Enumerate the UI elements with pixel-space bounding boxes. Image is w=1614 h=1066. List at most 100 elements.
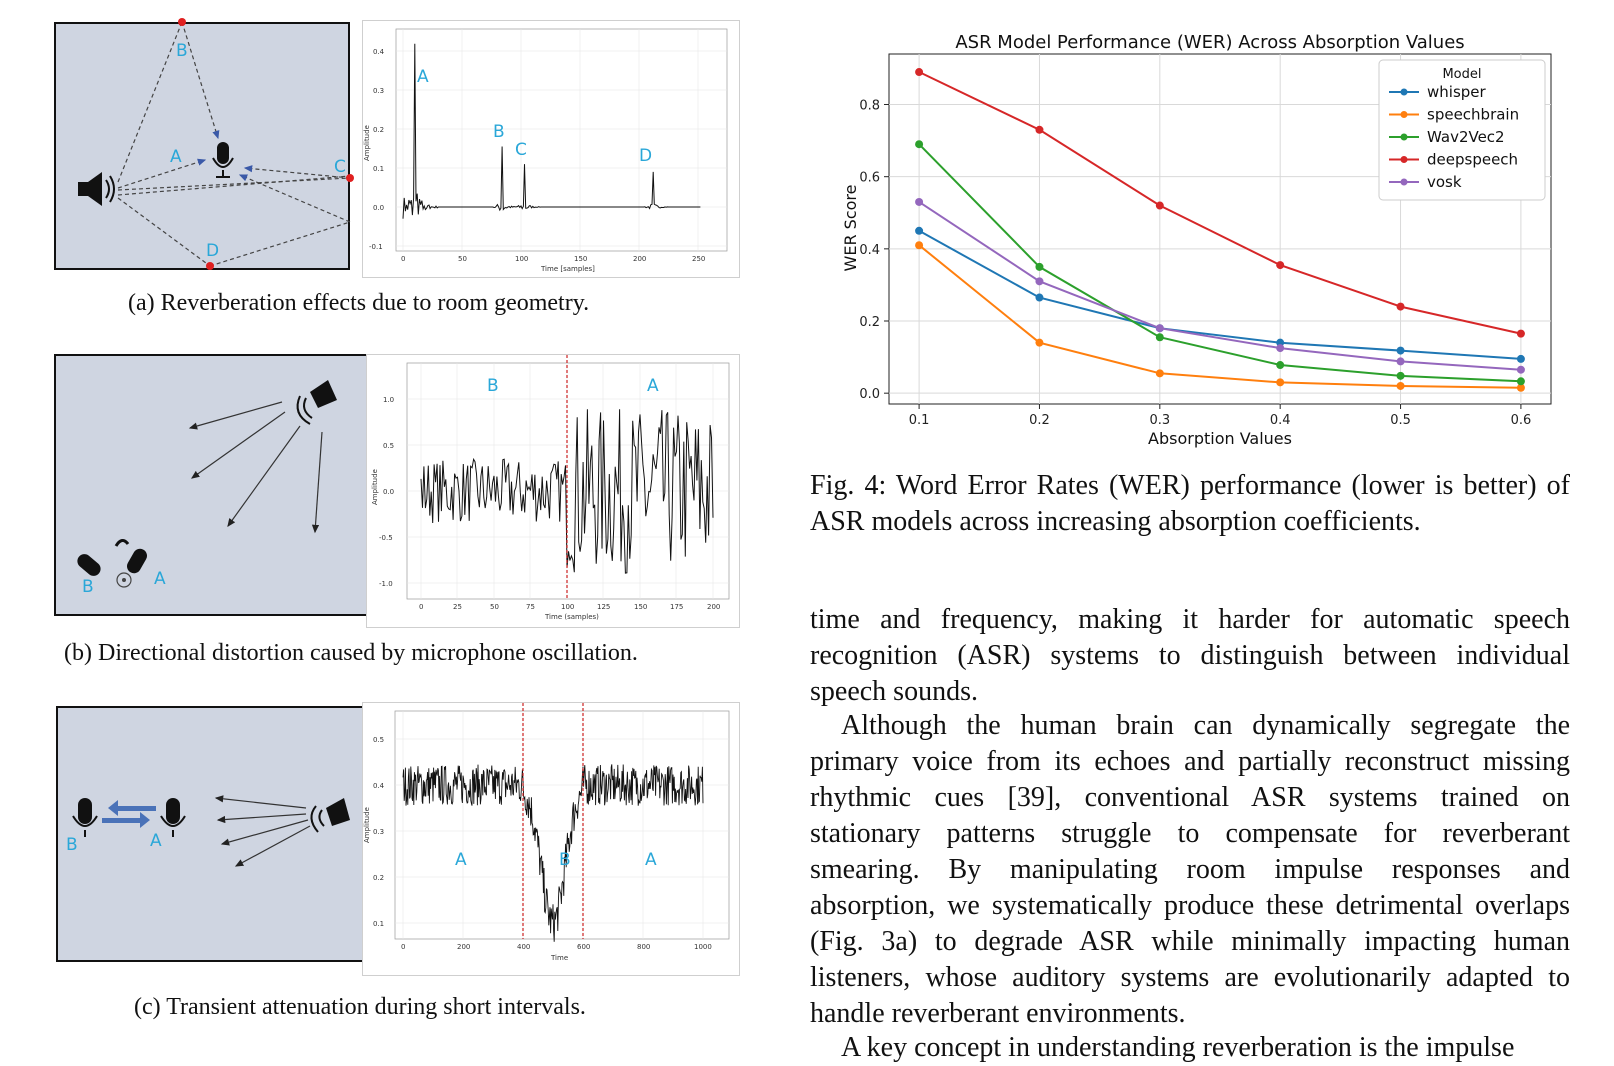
legend-entry-vosk: vosk bbox=[1427, 173, 1462, 191]
svg-text:0.5: 0.5 bbox=[373, 736, 384, 744]
data-point-speechbrain bbox=[1516, 383, 1525, 392]
directional-distortion-plot-b: 1.0 0.5 0.0 -0.5 -1.0 0 25 50 75 100 125… bbox=[366, 354, 740, 628]
body-paragraph-3: A key concept in understanding reverbera… bbox=[841, 1032, 1515, 1063]
data-point-speechbrain bbox=[1396, 381, 1405, 390]
impulse-response-plot-a: 0.4 0.3 0.2 0.1 0.0 -0.1 0 50 100 150 20… bbox=[362, 20, 740, 278]
legend-entry-whisper: whisper bbox=[1427, 83, 1487, 101]
x-tick-label: 0.3 bbox=[1149, 413, 1170, 428]
svg-text:B: B bbox=[559, 850, 571, 870]
data-point-wav2vec2 bbox=[915, 140, 924, 149]
y-tick-label: 0.0 bbox=[859, 387, 880, 402]
speaker-icon bbox=[296, 380, 337, 425]
y-tick-label: 0.6 bbox=[859, 171, 880, 186]
data-point-deepspeech bbox=[915, 68, 924, 77]
transient-attenuation-plot-c: 0.5 0.4 0.3 0.2 0.1 0 200 400 600 800 10… bbox=[362, 702, 740, 976]
room-b-label-a: A bbox=[154, 569, 166, 589]
data-point-whisper bbox=[1516, 354, 1525, 363]
room-a-label-c: C bbox=[334, 157, 346, 177]
svg-text:100: 100 bbox=[561, 603, 574, 611]
series-line-speechbrain bbox=[918, 244, 1521, 389]
plot-b-xlabel: Time (samples) bbox=[544, 613, 599, 621]
svg-text:A: A bbox=[455, 850, 467, 870]
legend-title: Model bbox=[1442, 67, 1481, 82]
room-b-label-b: B bbox=[82, 577, 94, 597]
svg-text:1.0: 1.0 bbox=[383, 396, 394, 404]
room-c-overlay: B A bbox=[66, 795, 350, 867]
svg-text:200: 200 bbox=[457, 943, 470, 951]
svg-text:50: 50 bbox=[490, 603, 499, 611]
room-c-label-a: A bbox=[150, 831, 162, 851]
plot-a-xlabel: Time [samples] bbox=[540, 265, 595, 273]
room-a-label-b: B bbox=[176, 41, 188, 61]
caption-b: (b) Directional distortion caused by mic… bbox=[64, 640, 638, 666]
caption-a: (a) Reverberation effects due to room ge… bbox=[128, 290, 590, 316]
plot-a-ylabel: Amplitude bbox=[363, 125, 371, 161]
svg-text:600: 600 bbox=[577, 943, 590, 951]
room-diagram-a bbox=[54, 22, 350, 270]
svg-text:100: 100 bbox=[515, 255, 528, 263]
data-point-speechbrain bbox=[1035, 338, 1044, 347]
chart-legend: Model whisper speechbrain Wav2Vec2 deepspee… bbox=[1378, 59, 1546, 201]
data-point-vosk bbox=[915, 197, 924, 206]
data-point-wav2vec2 bbox=[1396, 371, 1405, 380]
body-paragraph-1: time and frequency, making it harder for… bbox=[810, 604, 1570, 707]
svg-text:0.3: 0.3 bbox=[373, 87, 384, 95]
legend-marker bbox=[1400, 156, 1408, 163]
svg-text:A: A bbox=[645, 850, 657, 870]
svg-text:0: 0 bbox=[401, 255, 405, 263]
legend-marker bbox=[1400, 133, 1408, 141]
data-point-deepspeech bbox=[1396, 302, 1405, 311]
data-point-vosk bbox=[1276, 344, 1285, 353]
data-point-wav2vec2 bbox=[1516, 377, 1525, 386]
svg-text:200: 200 bbox=[633, 255, 646, 263]
y-tick-label: 0.4 bbox=[859, 243, 880, 258]
caption-c: (c) Transient attenuation during short i… bbox=[134, 994, 586, 1020]
data-point-deepspeech bbox=[1276, 261, 1285, 270]
svg-text:0.3: 0.3 bbox=[373, 828, 384, 836]
data-point-speechbrain bbox=[1155, 369, 1164, 378]
y-tick-label: 0.2 bbox=[859, 315, 880, 330]
svg-text:-1.0: -1.0 bbox=[379, 580, 393, 588]
legend-marker bbox=[1400, 88, 1408, 96]
svg-text:25: 25 bbox=[453, 603, 462, 611]
wer-line-chart: ASR Model Performance (WER) Across Absor… bbox=[841, 32, 1552, 448]
fig4-caption: Fig. 4: Word Error Rates (WER) performan… bbox=[810, 470, 1570, 537]
svg-text:400: 400 bbox=[517, 943, 530, 951]
data-point-vosk bbox=[1155, 324, 1164, 333]
svg-text:0.1: 0.1 bbox=[373, 165, 384, 173]
data-point-whisper bbox=[915, 226, 924, 235]
x-tick-label: 0.6 bbox=[1511, 413, 1532, 428]
legend-entry-speechbrain: speechbrain bbox=[1427, 106, 1519, 124]
svg-text:800: 800 bbox=[637, 943, 650, 951]
room-c-label-b: B bbox=[66, 835, 78, 855]
svg-text:0: 0 bbox=[401, 943, 405, 951]
y-tick-label: 0.8 bbox=[859, 99, 880, 114]
data-point-whisper bbox=[1035, 293, 1044, 302]
legend-marker bbox=[1400, 178, 1408, 186]
plot-b-ylabel: Amplitude bbox=[371, 469, 379, 505]
data-point-deepspeech bbox=[1155, 201, 1164, 210]
plot-area bbox=[888, 53, 1552, 405]
room-a-overlay: B A C D bbox=[78, 18, 354, 270]
svg-text:50: 50 bbox=[458, 255, 467, 263]
svg-text:0: 0 bbox=[419, 603, 423, 611]
x-tick-label: 0.2 bbox=[1029, 413, 1050, 428]
data-point-vosk bbox=[1396, 357, 1405, 366]
svg-text:B: B bbox=[493, 122, 505, 142]
speaker-icon bbox=[310, 798, 350, 833]
svg-text:C: C bbox=[515, 140, 527, 160]
data-point-speechbrain bbox=[1276, 378, 1285, 387]
legend-entry-wav2vec2: Wav2Vec2 bbox=[1427, 128, 1505, 146]
legend-entry-deepspeech: deepspeech bbox=[1427, 151, 1518, 169]
svg-text:75: 75 bbox=[526, 603, 535, 611]
svg-text:250: 250 bbox=[692, 255, 705, 263]
svg-text:A: A bbox=[647, 376, 659, 396]
svg-text:0.5: 0.5 bbox=[383, 442, 394, 450]
body-paragraph-2: Although the human brain can dynamically… bbox=[810, 710, 1570, 1029]
data-point-vosk bbox=[1516, 365, 1525, 374]
svg-text:200: 200 bbox=[707, 603, 720, 611]
svg-text:-0.1: -0.1 bbox=[369, 243, 383, 251]
svg-text:150: 150 bbox=[634, 603, 647, 611]
room-diagram-c bbox=[56, 706, 366, 962]
data-point-wav2vec2 bbox=[1035, 262, 1044, 271]
